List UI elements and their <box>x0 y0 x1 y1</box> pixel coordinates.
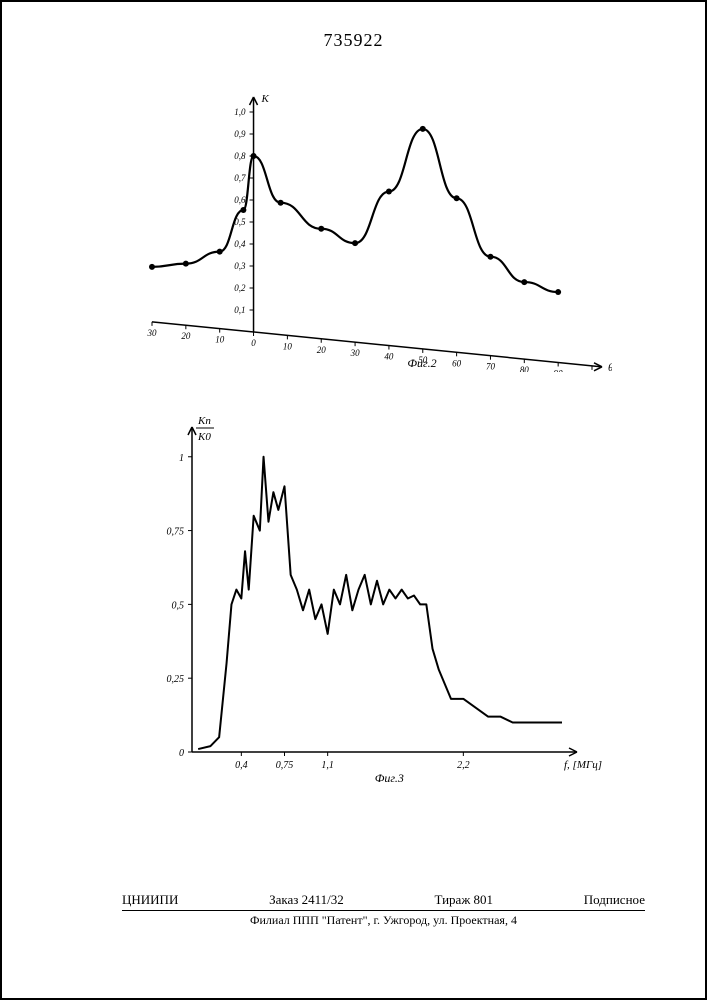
svg-text:K: K <box>261 93 270 105</box>
svg-text:0,6: 0,6 <box>234 195 246 205</box>
svg-text:2,2: 2,2 <box>457 760 470 771</box>
page: 735922 0,1 0,2 0,3 0,4 0,5 0,6 0,7 0,8 0,9 1,0 K 30… <box>0 0 707 1000</box>
footer-signed: Подписное <box>584 892 645 908</box>
patent-number: 735922 <box>2 30 705 51</box>
svg-text:20: 20 <box>181 331 191 341</box>
svg-text:θ°: θ° <box>608 362 612 372</box>
svg-text:0,8: 0,8 <box>234 151 246 161</box>
svg-text:40: 40 <box>384 352 394 362</box>
svg-text:20: 20 <box>317 345 327 355</box>
svg-text:0,2: 0,2 <box>234 283 246 293</box>
svg-text:1,1: 1,1 <box>321 760 334 771</box>
svg-text:0: 0 <box>251 338 256 348</box>
figure-2: 0,10,20,30,40,50,60,70,80,91,0K302010010… <box>92 62 612 372</box>
fig2-svg: 0,10,20,30,40,50,60,70,80,91,0K302010010… <box>92 62 612 372</box>
svg-text:0,75: 0,75 <box>167 527 185 538</box>
svg-text:10: 10 <box>283 341 293 351</box>
svg-text:0,9: 0,9 <box>234 129 246 139</box>
svg-text:0,3: 0,3 <box>234 261 246 271</box>
svg-text:90: 90 <box>554 368 564 372</box>
footer-line-1: ЦНИИПИ Заказ 2411/32 Тираж 801 Подписное <box>122 892 645 911</box>
footer-block: ЦНИИПИ Заказ 2411/32 Тираж 801 Подписное… <box>122 892 645 928</box>
svg-text:30: 30 <box>147 328 158 338</box>
svg-text:0,5: 0,5 <box>172 600 185 611</box>
svg-text:0,4: 0,4 <box>234 239 246 249</box>
svg-text:30: 30 <box>350 348 361 358</box>
svg-text:K0: K0 <box>197 431 211 443</box>
figure-3: 0 0,25 0,5 0,75 1 0,4 0,75 1,1 2,2 Kп K0 f, [МГц] Фи… <box>122 402 602 802</box>
footer-order: Заказ 2411/32 <box>269 892 344 908</box>
svg-text:f, [МГц]: f, [МГц] <box>564 759 602 771</box>
svg-text:60: 60 <box>452 358 462 368</box>
svg-text:0,75: 0,75 <box>276 760 294 771</box>
svg-text:0,7: 0,7 <box>234 173 246 183</box>
svg-text:0,4: 0,4 <box>235 760 248 771</box>
svg-text:0,1: 0,1 <box>234 305 245 315</box>
footer-org: ЦНИИПИ <box>122 892 178 908</box>
footer-address: Филиал ППП "Патент", г. Ужгород, ул. Про… <box>122 913 645 928</box>
svg-text:80: 80 <box>520 365 530 372</box>
svg-text:0: 0 <box>179 748 184 759</box>
svg-text:Фиг.2: Фиг.2 <box>407 356 436 370</box>
svg-text:10: 10 <box>215 335 225 345</box>
svg-text:0,25: 0,25 <box>167 674 185 685</box>
svg-text:Kп: Kп <box>197 415 211 427</box>
svg-text:1,0: 1,0 <box>234 107 246 117</box>
footer-tirage: Тираж 801 <box>434 892 493 908</box>
svg-text:1: 1 <box>179 453 184 464</box>
svg-text:Фиг.3: Фиг.3 <box>375 771 404 785</box>
fig3-svg: 0 0,25 0,5 0,75 1 0,4 0,75 1,1 2,2 Kп K0 f, [МГц] Фи… <box>122 402 602 802</box>
svg-text:70: 70 <box>486 362 496 372</box>
